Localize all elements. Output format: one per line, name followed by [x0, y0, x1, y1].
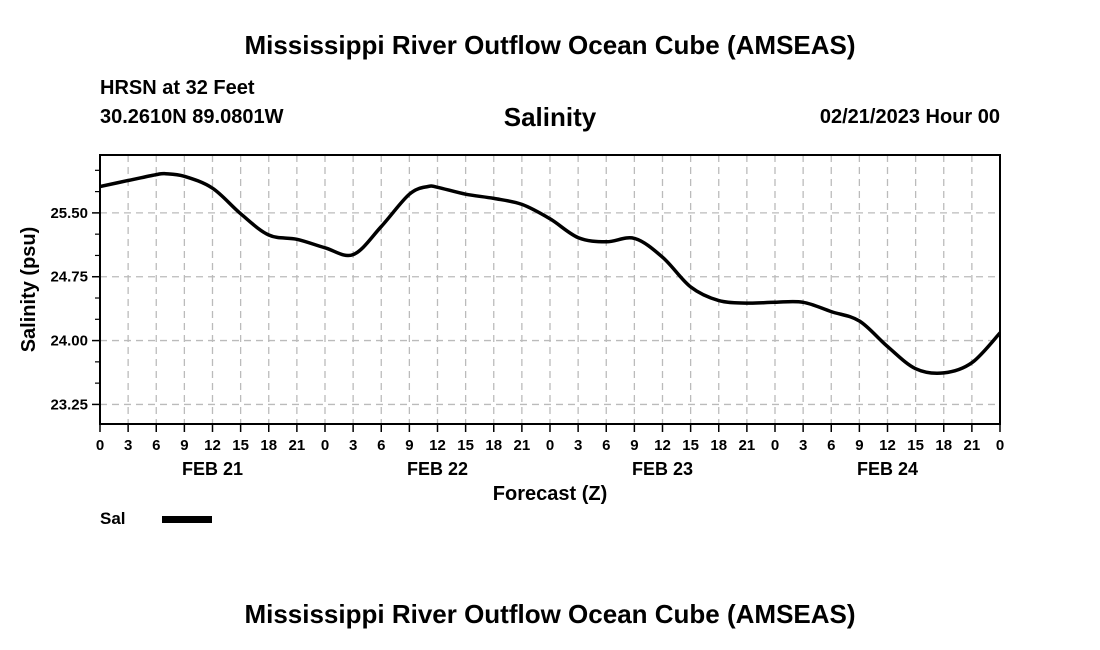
x-tick-label: 0	[321, 437, 329, 454]
x-tick-label: 18	[485, 437, 502, 454]
day-label: FEB 21	[182, 459, 243, 479]
day-label: FEB 24	[857, 459, 918, 479]
x-tick-label: 9	[180, 437, 188, 454]
x-tick-label: 12	[204, 437, 221, 454]
x-tick-label: 9	[630, 437, 638, 454]
x-tick-label: 21	[739, 437, 756, 454]
legend-swatch	[162, 516, 212, 523]
x-tick-label: 15	[682, 437, 699, 454]
x-tick-label: 3	[799, 437, 807, 454]
legend-label: Sal	[100, 509, 126, 528]
x-tick-label: 12	[654, 437, 671, 454]
x-tick-label: 15	[907, 437, 924, 454]
y-tick-label: 23.25	[50, 396, 88, 413]
x-tick-label: 0	[546, 437, 554, 454]
forecast-datetime: 02/21/2023 Hour 00	[819, 106, 1000, 128]
x-tick-label: 3	[574, 437, 582, 454]
x-tick-label: 21	[289, 437, 306, 454]
x-tick-label: 21	[964, 437, 981, 454]
axis-ticks: 0 3 6 9 12 15 18 21 0 3 6 9 12 15 18 21 0 3 6 9 12 15 18 21 0 3 6 9…	[50, 169, 1004, 479]
chart-title: Mississippi River Outflow Ocean Cube (AM…	[244, 30, 856, 60]
variable-title: Salinity	[503, 102, 597, 132]
x-tick-label: 0	[771, 437, 779, 454]
x-tick-label: 18	[935, 437, 952, 454]
day-label: FEB 23	[632, 459, 693, 479]
coordinates-label: 30.2610N 89.0801W	[100, 106, 284, 128]
x-tick-label: 3	[124, 437, 132, 454]
x-tick-label: 21	[514, 437, 531, 454]
x-tick-label: 6	[377, 437, 385, 454]
x-tick-label: 6	[152, 437, 160, 454]
y-tick-label: 25.50	[50, 205, 88, 222]
x-tick-label: 12	[429, 437, 446, 454]
x-tick-label: 3	[349, 437, 357, 454]
y-axis-label: Salinity (psu)	[18, 227, 40, 353]
y-tick-label: 24.75	[50, 269, 88, 286]
salinity-series-line	[100, 171, 1000, 376]
y-tick-label: 24.00	[50, 333, 88, 350]
grid-lines	[100, 155, 1000, 424]
x-tick-label: 18	[710, 437, 727, 454]
footer-title: Mississippi River Outflow Ocean Cube (AM…	[244, 599, 856, 629]
x-tick-label: 9	[405, 437, 413, 454]
x-tick-label: 0	[996, 437, 1004, 454]
x-tick-label: 12	[879, 437, 896, 454]
x-axis-label: Forecast (Z)	[493, 483, 607, 505]
x-tick-label: 15	[457, 437, 474, 454]
day-label: FEB 22	[407, 459, 468, 479]
x-tick-label: 15	[232, 437, 249, 454]
x-tick-label: 9	[855, 437, 863, 454]
x-tick-label: 6	[602, 437, 610, 454]
x-tick-label: 0	[96, 437, 104, 454]
x-tick-label: 18	[260, 437, 277, 454]
station-label: HRSN at 32 Feet	[100, 77, 255, 99]
x-tick-label: 6	[827, 437, 835, 454]
